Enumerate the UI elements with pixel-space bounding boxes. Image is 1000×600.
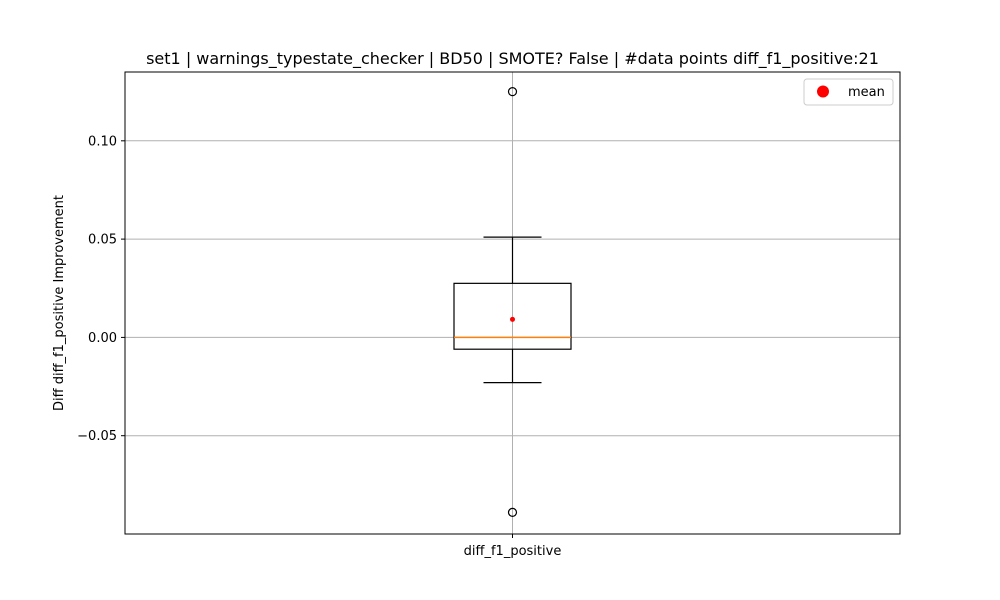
legend-mean-marker — [817, 85, 829, 98]
y-tick-label: 0.10 — [88, 134, 117, 149]
y-tick-label: −0.05 — [77, 429, 117, 444]
chart-title: set1 | warnings_typestate_checker | BD50… — [146, 49, 879, 69]
legend-box — [803, 78, 894, 106]
y-tick-label: 0.05 — [88, 233, 117, 248]
y-tick-label: 0.00 — [88, 331, 117, 346]
iqr-box — [453, 282, 572, 350]
y-axis-label: Diff diff_f1_positive Improvement — [52, 195, 67, 411]
x-tick-label: diff_f1_positive — [464, 544, 562, 559]
outlier-point — [507, 87, 518, 97]
legend: mean — [803, 78, 894, 106]
mean-marker — [510, 316, 515, 322]
outlier-point — [507, 507, 518, 517]
plot-area — [453, 87, 572, 517]
legend-label-mean: mean — [848, 85, 885, 100]
ticks: −0.05 0.00 0.05 0.10 diff_f1_positive — [77, 134, 561, 559]
